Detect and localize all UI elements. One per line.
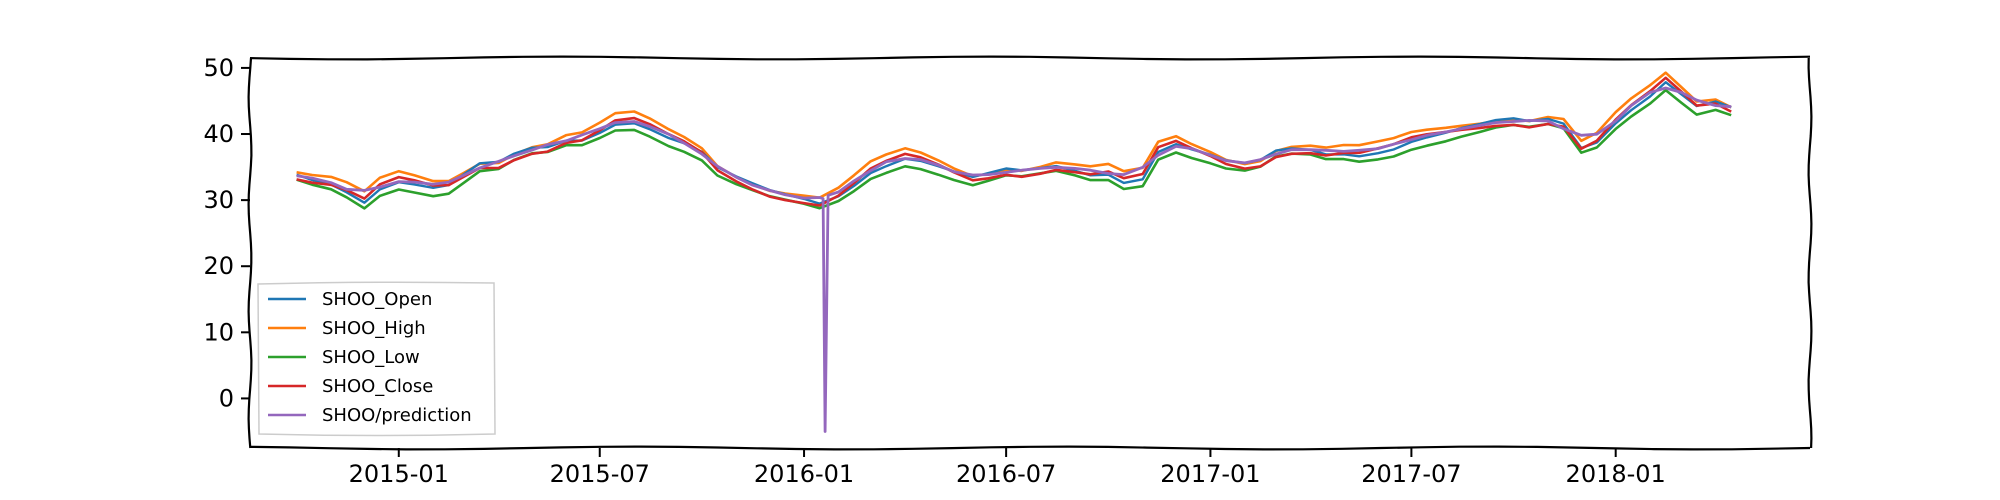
legend-label-low: SHOO_Low: [322, 347, 420, 368]
x-tick-label: 2018-01: [1566, 460, 1666, 488]
series-line-prediction: [296, 86, 1732, 433]
axes-frame: [247, 55, 1813, 451]
y-tick-label: 40: [203, 120, 234, 148]
legend-label-close: SHOO_Close: [322, 376, 433, 397]
y-tick-label: 20: [203, 252, 234, 280]
y-tick-label: 10: [203, 318, 234, 346]
ticks-layer: 0 10 20 30 40 50 2015-01 2015-07 2016-01 2016-07 2…: [203, 54, 1665, 488]
x-tick-label: 2016-01: [754, 460, 854, 488]
legend: SHOO_Open SHOO_High SHOO_Low SHOO_Close …: [257, 281, 496, 437]
series-line-open: [296, 80, 1732, 205]
y-tick-label: 30: [203, 186, 234, 214]
legend-label-prediction: SHOO/prediction: [322, 405, 472, 426]
x-tick-label: 2015-07: [550, 460, 650, 488]
legend-label-open: SHOO_Open: [322, 289, 432, 310]
series-layer: [296, 71, 1732, 433]
legend-box: [257, 281, 496, 437]
y-tick-label: 0: [219, 384, 234, 412]
series-line-close: [296, 76, 1732, 207]
x-tick-label: 2017-01: [1160, 460, 1260, 488]
y-tick-label: 50: [203, 54, 234, 82]
x-tick-label: 2015-01: [349, 460, 449, 488]
x-tick-label: 2017-07: [1361, 460, 1461, 488]
legend-label-high: SHOO_High: [322, 318, 426, 339]
x-tick-label: 2016-07: [956, 460, 1056, 488]
